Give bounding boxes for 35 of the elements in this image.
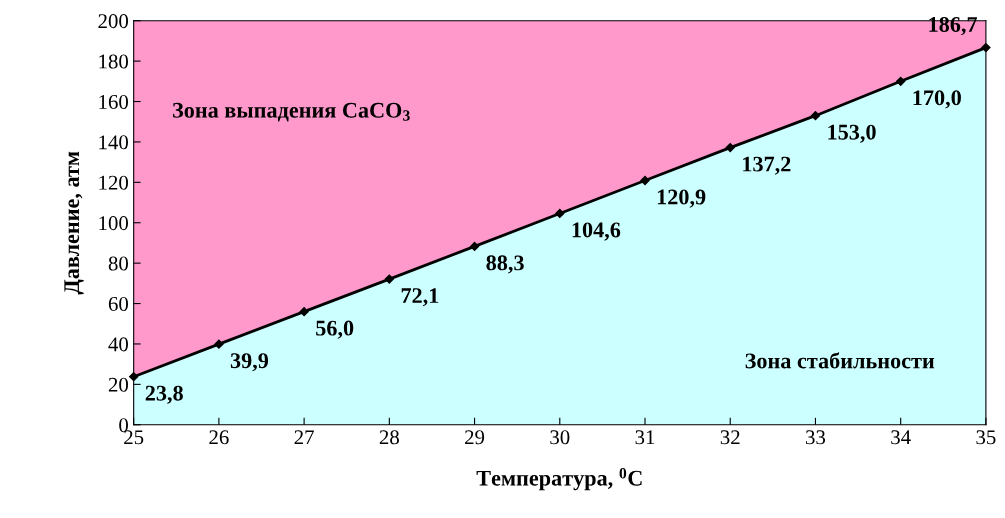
y-tick-label: 200 [98,14,129,29]
x-axis-title: Температура, $^{0}$C [476,467,642,491]
y-tick-label: 180 [99,54,129,69]
data-label: 137,2 [743,156,791,175]
y-tick-label: 60 [108,296,129,311]
data-label: 23,8 [145,385,183,404]
x-tick-label: 27 [294,430,314,445]
data-label: 39,9 [230,353,269,372]
data-label: 120,9 [657,189,706,208]
data-label: 104,6 [572,222,621,241]
data-label: 56,0 [316,320,354,339]
x-tick-label: 34 [891,430,911,445]
data-label: 170,0 [913,90,961,109]
data-label: 153,0 [828,124,876,143]
x-tick-label: 29 [465,430,485,445]
y-tick-label: 140 [99,135,129,150]
annotation: Зона стабильности [745,352,935,369]
x-tick-label: 35 [976,430,996,445]
x-tick-label: 32 [720,430,740,445]
y-axis-title: Давление, атм [64,151,84,295]
data-label: 186,7 [929,16,978,36]
x-tick-label: 33 [806,430,826,445]
y-tick-label: 80 [108,256,129,271]
data-label: 72,1 [401,288,439,307]
y-tick-label: 100 [99,216,129,231]
data-label: 88,3 [486,255,524,274]
x-tick-label: 30 [550,430,570,445]
y-tick-label: 120 [99,175,129,190]
y-tick-label: 40 [108,337,129,352]
y-tick-label: 20 [108,377,129,392]
x-tick-label: 26 [209,430,229,445]
x-tick-label: 28 [379,430,399,445]
band-label: Зона выпадения CaCO$_{3}$ [173,102,410,122]
x-tick-label: 31 [635,430,655,445]
y-tick-label: 160 [99,94,129,109]
